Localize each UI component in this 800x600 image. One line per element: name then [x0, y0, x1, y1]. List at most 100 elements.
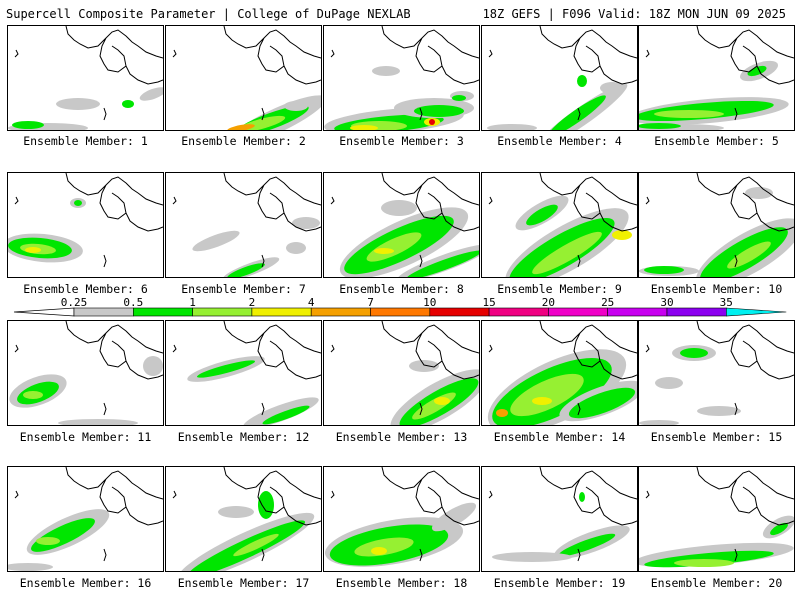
coastline	[381, 173, 479, 232]
scp-shading	[745, 187, 773, 199]
page-title: Supercell Composite Parameter | College …	[6, 7, 411, 21]
ensemble-panel	[638, 25, 795, 131]
member-caption: Ensemble Member: 3	[339, 134, 464, 148]
scp-shading	[374, 248, 394, 254]
colorbar-swatch	[429, 307, 490, 317]
member-caption: Ensemble Member: 5	[654, 134, 779, 148]
coastline	[65, 173, 163, 232]
scp-shading	[227, 263, 265, 277]
colorbar-swatch	[607, 307, 668, 317]
colorbar-tick-label: 2	[249, 296, 256, 309]
scp-map	[9, 321, 163, 425]
ensemble-panel	[638, 466, 795, 572]
coastline-fragment	[14, 344, 107, 416]
ensemble-panel	[7, 466, 164, 572]
scp-shading	[492, 552, 572, 562]
scp-shading	[372, 66, 400, 76]
coastline-fragment	[172, 490, 265, 562]
coastline-fragment	[14, 490, 107, 562]
colorbar-swatch	[666, 307, 727, 317]
scp-shading	[487, 124, 537, 130]
coastline	[223, 173, 321, 232]
scp-shading	[36, 537, 60, 545]
scp-shading	[674, 559, 734, 567]
scp-shading	[680, 348, 708, 358]
scp-shading	[600, 82, 624, 94]
scp-shading	[371, 547, 387, 555]
member-caption: Ensemble Member: 4	[497, 134, 622, 148]
ensemble-panel	[323, 25, 480, 131]
coastline-fragment	[172, 49, 265, 121]
colorbar-tick-label: 25	[601, 296, 614, 309]
scp-shading	[74, 200, 82, 206]
colorbar-swatch	[133, 307, 193, 317]
coastline-fragment	[488, 344, 581, 416]
scp-shading	[56, 98, 100, 110]
scp-map	[8, 467, 163, 571]
coastline	[696, 467, 794, 526]
scp-shading	[434, 397, 450, 405]
member-caption: Ensemble Member: 18	[335, 576, 468, 590]
member-caption: Ensemble Member: 19	[493, 576, 626, 590]
scp-shading	[409, 360, 439, 372]
coastline	[539, 321, 637, 380]
scp-shading	[654, 110, 724, 118]
scp-shading	[143, 356, 163, 376]
ensemble-panel	[165, 466, 322, 572]
ensemble-panel	[638, 172, 795, 278]
scp-map	[8, 26, 163, 130]
colorbar-tick-label: 15	[482, 296, 495, 309]
colorbar-tick-label: 0.5	[123, 296, 143, 309]
scp-shading	[452, 95, 466, 101]
scp-map	[487, 26, 637, 130]
coastline-fragment	[172, 196, 265, 268]
ensemble-panel	[481, 466, 638, 572]
member-caption: Ensemble Member: 2	[181, 134, 306, 148]
scp-shading	[381, 200, 417, 216]
scp-shading	[122, 100, 134, 108]
coastline-fragment	[645, 49, 738, 121]
coastline	[381, 26, 479, 85]
scp-shading	[532, 231, 602, 275]
coastline-fragment	[330, 490, 423, 562]
ensemble-panel	[165, 25, 322, 131]
colorbar-swatch	[310, 307, 371, 317]
member-caption: Ensemble Member: 14	[493, 430, 626, 444]
scp-shading	[558, 533, 616, 557]
scp-map	[172, 173, 321, 277]
coastline-fragment	[645, 344, 738, 416]
scp-shading	[354, 537, 414, 557]
ensemble-panel	[165, 172, 322, 278]
coastline-fragment	[14, 49, 107, 121]
colorbar-svg: 0.25 0.5 1 2 4 7 10 15 20 25 30 35	[13, 296, 787, 317]
coastline	[539, 467, 637, 526]
member-caption: Ensemble Member: 6	[23, 282, 148, 296]
coastline	[381, 321, 479, 380]
coastline-fragment	[14, 196, 107, 268]
colorbar-tick-label: 1	[189, 296, 196, 309]
colorbar-swatch	[251, 307, 312, 317]
scp-shading	[286, 242, 306, 254]
colorbar-swatch	[73, 307, 134, 317]
scp-shading	[639, 123, 681, 129]
coastline	[65, 26, 163, 85]
scp-shading	[414, 105, 464, 117]
scp-shading	[532, 397, 552, 405]
ensemble-panel	[323, 320, 480, 426]
colorbar-tick-label: 30	[660, 296, 673, 309]
scp-map	[324, 26, 479, 130]
scp-shading	[12, 121, 44, 129]
scp-shading	[526, 204, 558, 226]
coastline-fragment	[330, 49, 423, 121]
colorbar-swatch	[370, 307, 431, 317]
colorbar-tick-label: 4	[308, 296, 315, 309]
scp-map	[639, 321, 794, 425]
scp-map	[330, 321, 479, 425]
member-caption: Ensemble Member: 16	[19, 576, 152, 590]
colorbar-legend: 0.25 0.5 1 2 4 7 10 15 20 25 30 35	[0, 296, 800, 320]
ensemble-panel	[323, 466, 480, 572]
coastline-fragment	[172, 344, 265, 416]
scp-shading	[366, 232, 422, 262]
coastline	[223, 467, 321, 526]
scp-shading	[218, 506, 254, 518]
